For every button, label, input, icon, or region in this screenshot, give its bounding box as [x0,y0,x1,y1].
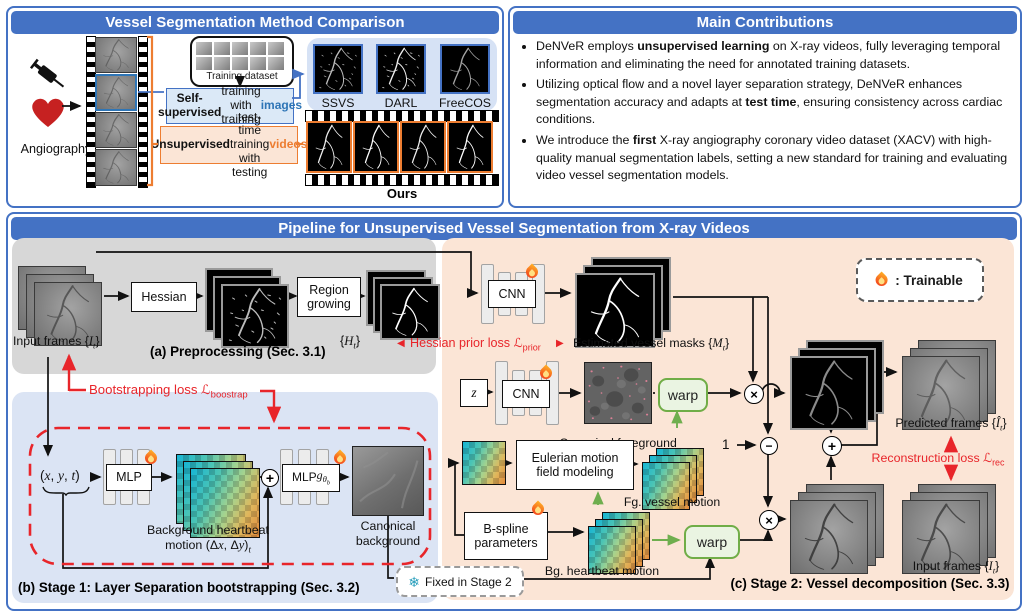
method-image-ssvs [313,44,363,94]
trainable-legend: : Trainable [856,258,984,302]
fixed-stage2-badge: ❄ Fixed in Stage 2 [396,566,524,597]
contributions-panel: Main Contributions DeNVeR employs unsupe… [508,6,1022,208]
underbrace-icon [42,486,90,496]
predicted-frames-label: Predicted frames {Ît} [895,416,1007,433]
input-frames-stage2-label: Input frames {It} [912,559,1000,576]
multiply-node-background: × [759,510,779,530]
method-label-darl: DARL [384,96,418,110]
contributions-list: DeNVeR employs unsupervised learning on … [516,36,1016,188]
eulerian-box: Eulerian motion field modeling [516,440,634,490]
self-supervised-box: Self-supervised training with training im… [157,84,303,126]
contributions-title: Main Contributions [513,11,1017,34]
fixed-stage2-label: Fixed in Stage 2 [425,574,512,589]
film-frame-3 [95,112,137,148]
add-node-composite: + [822,436,842,456]
method-label-freecos: FreeCOS [439,96,491,110]
one-label: 1 [722,437,730,452]
ours-frame-4 [447,121,493,173]
pipeline-title: Pipeline for Unsupervised Vessel Segment… [11,217,1017,240]
training-dataset-thumbnails [192,38,288,70]
contribution-item: DeNVeR employs unsupervised learning on … [536,38,1008,73]
bg-heartbeat-motion-label: Background heartbeat motion (Δx, Δy)t [147,523,269,555]
bspline-box: B-spline parameters [464,512,548,560]
ours-label: Ours [386,186,418,201]
preprocessing-caption: (a) Preprocessing (Sec. 3.1) [150,344,326,359]
motion-field-square [462,441,506,485]
hessian-prior-loss-label: Hessian prior loss ℒprior [410,335,541,353]
method-image-freecos [440,44,490,94]
ours-frame-3 [400,121,446,173]
canonical-background-image [352,446,424,516]
trainable-flame-icon [873,271,891,289]
film-frame-2-selected [95,74,137,111]
cnn-box-masks: CNN [488,280,536,308]
mlp-g-box: MLP gθb [282,464,340,492]
stage1-dashed-boundary [28,426,432,566]
input-frames-label: Input frames {It} [13,334,100,351]
canonical-background-label: Canonical background [355,519,421,548]
z-box: z [460,379,488,407]
angiography-label: Angiography [20,142,92,156]
loss-arrow-right-icon: ▶ [556,338,564,349]
stage2-caption: (c) Stage 2: Vessel decomposition (Sec. … [730,576,1010,591]
reconstruction-loss-label: Reconstruction loss ℒrec [871,450,1005,468]
film-sprockets-right [138,36,148,188]
xyt-label: (x, y, t) [40,468,80,483]
estimated-masks-label: Estimated vessel masks {Mt} [573,336,730,353]
film-frame-4 [95,149,137,186]
warp-box-background: warp [684,525,740,559]
ours-frame-2 [353,121,399,173]
method-label-ssvs: SSVS [321,96,355,110]
snowflake-icon: ❄ [408,573,420,590]
stage1-caption: (b) Stage 1: Layer Separation bootstrapp… [18,580,360,595]
add-node: + [261,469,279,487]
fg-vessel-motion-label: Fg. vessel motion [623,495,721,509]
bg-heartbeat-motion-stage2-label: Bg. heartbeat motion [544,564,660,578]
cnn-box-foreground: CNN [502,380,550,408]
bootstrapping-loss-label: Bootstrapping loss ℒboostrap [89,382,248,401]
method-image-darl [376,44,426,94]
warp-box-foreground: warp [658,378,708,412]
ours-sprockets-bottom [305,174,499,186]
multiply-node-foreground: × [744,384,764,404]
loss-arrow-left-icon: ◀ [397,338,405,349]
film-frame-1 [95,37,137,73]
canonical-foreground-image [584,362,652,424]
heart-icon [32,98,64,127]
comparison-title: Vessel Segmentation Method Comparison [11,11,499,34]
hessian-box: Hessian [131,282,197,312]
contribution-item: Utilizing optical flow and a novel layer… [536,76,1008,129]
subtract-node: − [760,437,778,455]
syringe-icon [29,58,65,88]
trainable-legend-label: : Trainable [895,272,963,288]
contribution-item: We introduce the first X-ray angiography… [536,132,1008,185]
ht-label: {Ht} [340,334,361,351]
mlp-box: MLP [106,464,152,491]
ours-frame-1 [306,121,352,173]
region-growing-box: Region growing [297,277,361,317]
